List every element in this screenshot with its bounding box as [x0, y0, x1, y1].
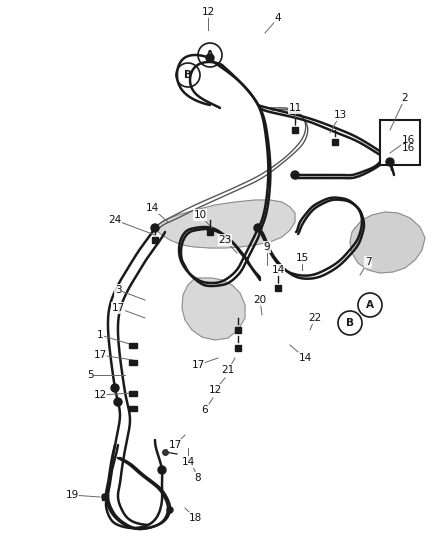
Text: 12: 12: [208, 385, 222, 395]
Bar: [292, 127, 298, 133]
Text: 8: 8: [194, 473, 201, 483]
Text: 10: 10: [194, 210, 207, 220]
Text: 18: 18: [188, 513, 201, 523]
Circle shape: [102, 494, 108, 500]
Circle shape: [206, 54, 214, 62]
Text: 1: 1: [97, 330, 103, 340]
Text: 16: 16: [401, 135, 415, 145]
Circle shape: [386, 158, 394, 166]
Text: 12: 12: [201, 7, 215, 17]
Bar: [102, 494, 108, 500]
Text: B: B: [346, 318, 354, 328]
Circle shape: [111, 384, 119, 392]
Text: 17: 17: [111, 303, 125, 313]
Text: 24: 24: [108, 215, 122, 225]
Text: 17: 17: [93, 350, 106, 360]
Bar: [152, 237, 158, 243]
Circle shape: [114, 398, 122, 406]
Text: 11: 11: [288, 103, 302, 113]
Circle shape: [291, 171, 299, 179]
Bar: [235, 327, 241, 333]
Text: 14: 14: [145, 203, 159, 213]
Text: 17: 17: [168, 440, 182, 450]
Text: 17: 17: [191, 360, 205, 370]
Text: 22: 22: [308, 313, 321, 323]
Text: 16: 16: [401, 143, 415, 153]
Text: 5: 5: [87, 370, 93, 380]
Text: 14: 14: [298, 353, 311, 363]
Text: 20: 20: [254, 295, 267, 305]
Circle shape: [151, 224, 159, 232]
Circle shape: [254, 224, 262, 232]
Bar: [207, 229, 213, 235]
Text: 13: 13: [333, 110, 346, 120]
Bar: [129, 360, 137, 365]
Text: A: A: [366, 300, 374, 310]
Circle shape: [167, 507, 173, 513]
Text: A: A: [206, 50, 214, 60]
Bar: [380, 120, 420, 165]
Text: 23: 23: [219, 235, 232, 245]
Text: 21: 21: [221, 365, 235, 375]
Polygon shape: [182, 278, 245, 340]
Text: 9: 9: [264, 242, 270, 252]
Bar: [129, 391, 137, 396]
Polygon shape: [155, 200, 295, 248]
Text: 6: 6: [201, 405, 208, 415]
Bar: [235, 345, 241, 351]
Bar: [129, 343, 137, 348]
Text: 2: 2: [402, 93, 408, 103]
Polygon shape: [350, 212, 425, 273]
Text: 14: 14: [181, 457, 194, 467]
Text: B: B: [184, 70, 192, 80]
Text: 15: 15: [295, 253, 309, 263]
Bar: [275, 285, 281, 291]
Text: 19: 19: [65, 490, 79, 500]
Bar: [129, 406, 137, 411]
Bar: [332, 139, 338, 145]
Text: 12: 12: [93, 390, 106, 400]
Circle shape: [158, 466, 166, 474]
Text: 14: 14: [272, 265, 285, 275]
Text: 4: 4: [275, 13, 281, 23]
Text: 7: 7: [365, 257, 371, 267]
Text: 3: 3: [115, 285, 121, 295]
